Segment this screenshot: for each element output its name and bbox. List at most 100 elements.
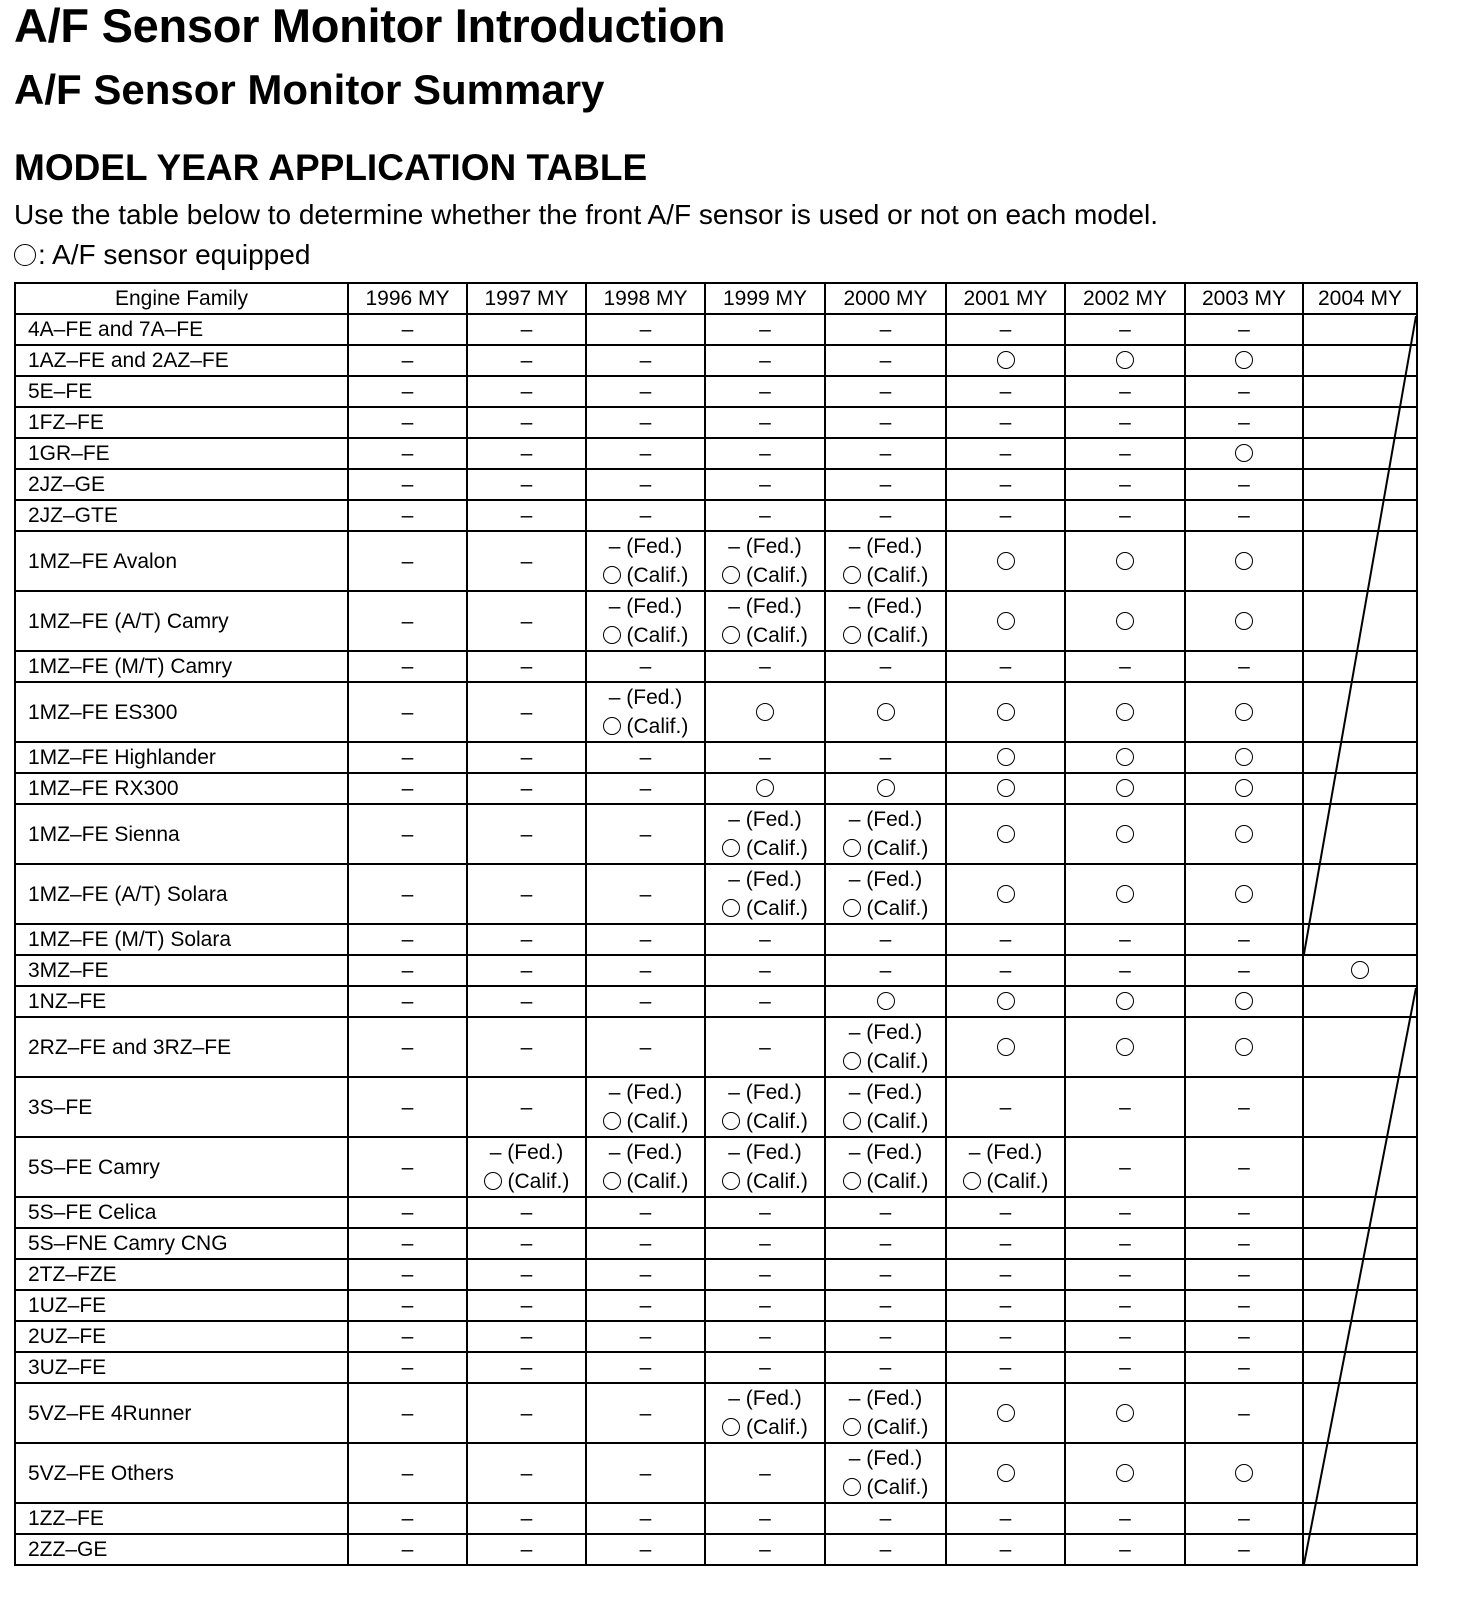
circle-icon [1116, 1037, 1134, 1056]
not-equipped-cell: – [585, 985, 706, 1018]
table-row: 1AZ–FE and 2AZ–FE – – – – – [14, 344, 1418, 377]
circle-icon [1235, 748, 1253, 766]
equipped-cell [945, 1442, 1066, 1504]
not-equipped-cell: – [466, 1502, 587, 1535]
fed-calif-cell: – (Fed.) (Calif.) [585, 530, 706, 592]
fed-calif-cell: – (Fed.) (Calif.) [824, 590, 947, 652]
circle-icon [602, 626, 621, 644]
fed-calif-cell: – (Fed.) (Calif.) [704, 1136, 826, 1198]
equipped-cell [1064, 530, 1186, 592]
not-equipped-cell: – [466, 1533, 587, 1566]
not-equipped-cell: – [704, 1351, 826, 1384]
circle-icon [1235, 1037, 1253, 1056]
not-equipped-cell: – [585, 1382, 706, 1444]
fed-calif-cell: – (Fed.) (Calif.) [585, 590, 706, 652]
fed-label: – (Fed.) [608, 1141, 683, 1164]
not-equipped-cell: – [704, 954, 826, 987]
circle-icon [722, 899, 741, 917]
not-equipped-cell: – [585, 499, 706, 532]
fed-label: – (Fed.) [848, 535, 923, 558]
not-equipped-cell: – [704, 1258, 826, 1291]
not-equipped-cell: – [824, 375, 947, 408]
equipped-cell [1184, 530, 1304, 592]
engine-family-cell: 1MZ–FE RX300 [14, 772, 349, 805]
fed-calif-cell: – (Fed.) (Calif.) [466, 1136, 587, 1198]
circle-icon [996, 884, 1015, 903]
engine-family-cell: 1GR–FE [14, 437, 349, 470]
calif-line: (Calif.) [947, 1167, 1064, 1196]
not-equipped-cell: – [1184, 1136, 1304, 1198]
engine-family-cell: 1ZZ–FE [14, 1502, 349, 1535]
equipped-cell [1064, 741, 1186, 774]
not-equipped-cell: – [585, 1351, 706, 1384]
not-equipped-cell: – [704, 1320, 826, 1353]
not-equipped-cell: – [466, 923, 587, 956]
not-equipped-cell: – [704, 499, 826, 532]
circle-icon [962, 1172, 981, 1190]
not-applicable-cell [1302, 1502, 1418, 1535]
page-subtitle: A/F Sensor Monitor Summary [14, 66, 605, 113]
not-applicable-cell [1302, 1351, 1418, 1384]
not-equipped-cell: – [347, 530, 468, 592]
not-equipped-cell: – [945, 1289, 1066, 1322]
circle-icon [1235, 611, 1253, 630]
not-applicable-cell [1302, 1442, 1418, 1504]
engine-family-cell: 2JZ–GTE [14, 499, 349, 532]
fed-calif-cell: – (Fed.) (Calif.) [824, 803, 947, 865]
not-equipped-cell: – [1064, 1320, 1186, 1353]
circle-icon [842, 1478, 861, 1496]
not-applicable-cell [1302, 1227, 1418, 1260]
calif-line: (Calif.) [587, 621, 704, 650]
engine-family-cell: 5S–FNE Camry CNG [14, 1227, 349, 1260]
circle-icon [876, 992, 895, 1010]
header-year: 2003 MY [1184, 282, 1304, 315]
calif-label: (Calif.) [626, 624, 689, 647]
not-applicable-cell [1302, 1289, 1418, 1322]
not-equipped-cell: – [347, 1196, 468, 1229]
engine-family-cell: 5VZ–FE 4Runner [14, 1382, 349, 1444]
not-equipped-cell: – [466, 803, 587, 865]
engine-family-cell: 2ZZ–GE [14, 1533, 349, 1566]
circle-icon [602, 1172, 621, 1190]
engine-family-cell: 3S–FE [14, 1076, 349, 1138]
not-equipped-cell: – [824, 1502, 947, 1535]
calif-label: (Calif.) [626, 564, 689, 587]
not-equipped-cell: – [585, 1289, 706, 1322]
fed-calif-cell: – (Fed.) (Calif.) [824, 1442, 947, 1504]
not-equipped-cell: – [466, 468, 587, 501]
circle-icon [876, 779, 895, 797]
not-equipped-cell: – [824, 1258, 947, 1291]
not-equipped-cell: – [945, 437, 1066, 470]
circle-icon [722, 1172, 741, 1190]
circle-icon [14, 244, 36, 266]
circle-icon [1235, 551, 1253, 570]
circle-icon [1116, 611, 1134, 630]
not-equipped-cell: – [347, 1289, 468, 1322]
fed-label: – (Fed.) [489, 1141, 564, 1164]
calif-line: (Calif.) [587, 561, 704, 590]
not-equipped-cell: – [1064, 1502, 1186, 1535]
not-equipped-cell: – [1184, 1196, 1304, 1229]
not-equipped-cell: – [466, 650, 587, 683]
not-equipped-cell: – [1184, 650, 1304, 683]
circle-icon [1235, 1463, 1253, 1482]
not-equipped-cell: – [1184, 1382, 1304, 1444]
not-equipped-cell: – [824, 1227, 947, 1260]
circle-icon [722, 1418, 741, 1436]
not-equipped-cell: – [1184, 954, 1304, 987]
table-row: 2UZ–FE – – – – – – – – [14, 1320, 1418, 1353]
equipped-cell [945, 530, 1066, 592]
not-equipped-cell: – [1064, 923, 1186, 956]
not-equipped-cell: – [1184, 375, 1304, 408]
table-row: 2JZ–GTE – – – – – – – – [14, 499, 1418, 532]
not-equipped-cell: – [945, 1320, 1066, 1353]
fed-calif-cell: – (Fed.) (Calif.) [824, 1016, 947, 1078]
calif-label: (Calif.) [746, 624, 808, 647]
calif-line: (Calif.) [706, 561, 824, 590]
not-equipped-cell: – [347, 590, 468, 652]
not-equipped-cell: – [945, 1227, 1066, 1260]
engine-family-cell: 1MZ–FE (A/T) Solara [14, 863, 349, 925]
not-equipped-cell: – [466, 1289, 587, 1322]
circle-icon [842, 566, 861, 584]
fed-label: – (Fed.) [608, 535, 683, 558]
